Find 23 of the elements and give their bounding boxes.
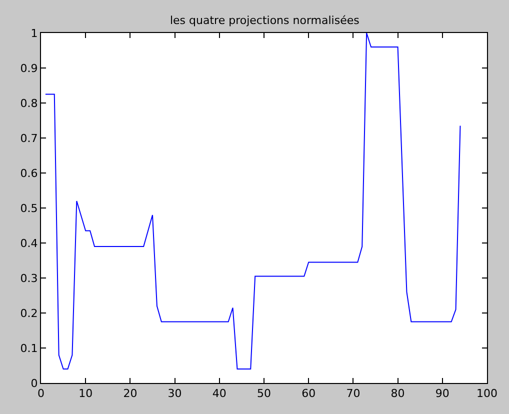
x-tick-label: 100 <box>476 387 498 400</box>
x-tick-label: 60 <box>302 387 316 400</box>
y-tick-label: 0.6 <box>20 166 38 180</box>
y-tick-label: 0.4 <box>20 236 38 250</box>
line-series <box>44 33 461 370</box>
y-tick-label: 0.3 <box>20 272 38 285</box>
y-tick-label: 0.2 <box>20 306 38 320</box>
y-tick-label: 1 <box>30 26 38 40</box>
x-tick-label: 50 <box>257 387 271 400</box>
x-tick-label: 40 <box>212 387 226 400</box>
x-tick-label: 10 <box>78 387 93 400</box>
x-tick-label: 70 <box>346 387 360 400</box>
y-tick-label: 0.8 <box>20 96 38 110</box>
x-tick-label: 80 <box>390 387 405 400</box>
x-tick-label: 30 <box>168 387 182 400</box>
y-tick-label: 0.7 <box>20 132 38 145</box>
y-tick-label: 0.1 <box>20 342 38 355</box>
chart-title: les quatre projections normalisées <box>170 14 360 27</box>
y-tick-label: 0.9 <box>20 62 38 75</box>
x-tick-label: 90 <box>435 387 450 400</box>
y-tick-label: 0.5 <box>20 202 38 215</box>
x-tick-label: 20 <box>123 387 138 400</box>
y-tick-label: 0 <box>30 376 38 390</box>
